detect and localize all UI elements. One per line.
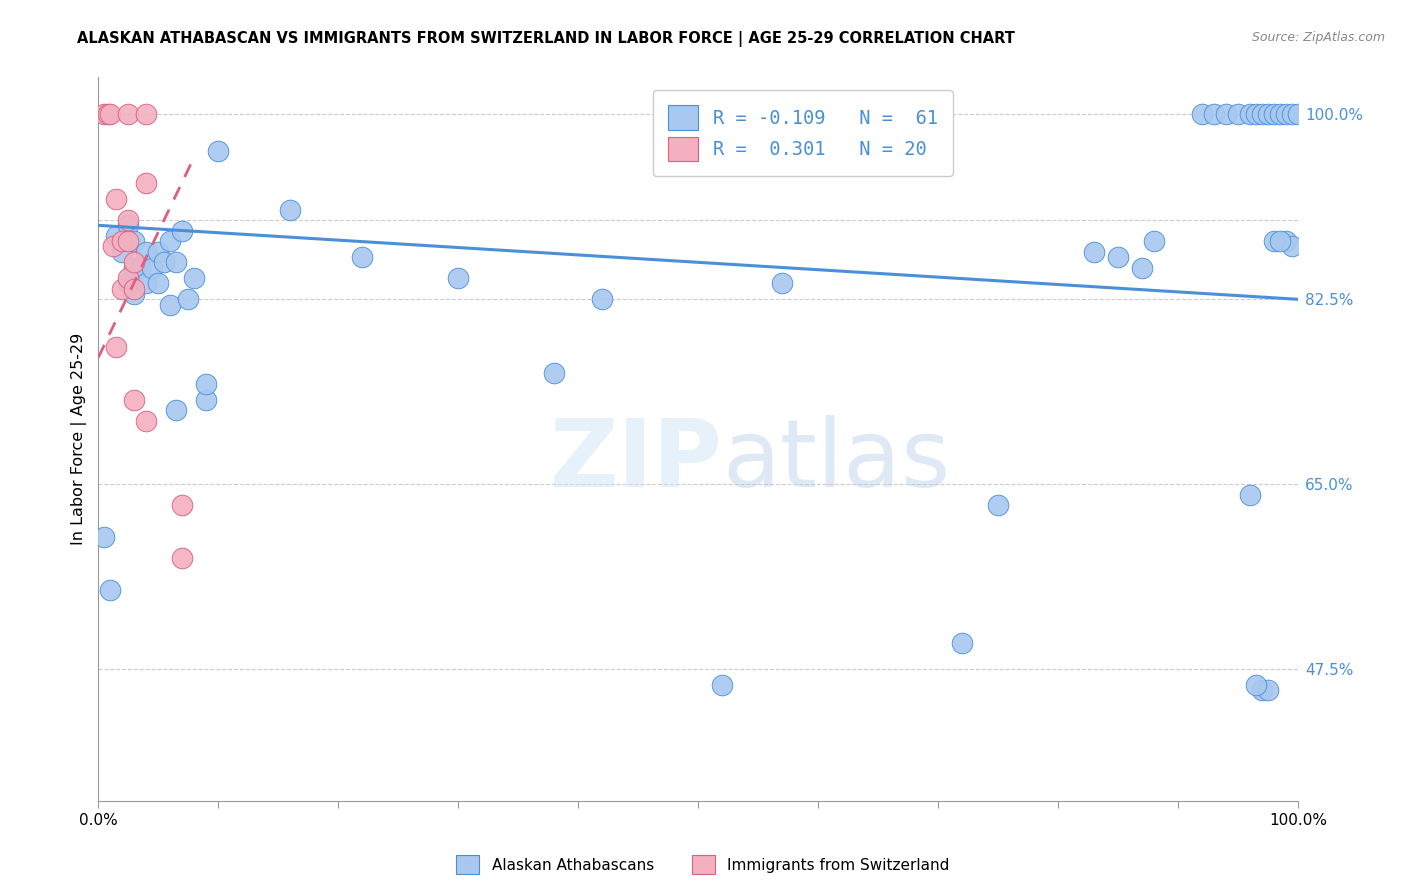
Point bbox=[93, 530, 115, 544]
Point bbox=[98, 582, 121, 597]
Point bbox=[1268, 107, 1291, 121]
Point bbox=[135, 414, 157, 428]
Point bbox=[1251, 107, 1274, 121]
Point bbox=[1244, 107, 1267, 121]
Point bbox=[165, 255, 187, 269]
Point bbox=[124, 282, 146, 296]
Point bbox=[148, 277, 170, 291]
Point bbox=[183, 271, 205, 285]
Point bbox=[93, 107, 115, 121]
Point bbox=[124, 234, 146, 248]
Point bbox=[278, 202, 301, 217]
Point bbox=[1263, 107, 1285, 121]
Text: ALASKAN ATHABASCAN VS IMMIGRANTS FROM SWITZERLAND IN LABOR FORCE | AGE 25-29 COR: ALASKAN ATHABASCAN VS IMMIGRANTS FROM SW… bbox=[77, 31, 1015, 47]
Point bbox=[1226, 107, 1249, 121]
Point bbox=[1130, 260, 1153, 275]
Point bbox=[105, 192, 128, 206]
Y-axis label: In Labor Force | Age 25-29: In Labor Force | Age 25-29 bbox=[72, 334, 87, 545]
Text: ZIP: ZIP bbox=[550, 415, 723, 507]
Point bbox=[124, 255, 146, 269]
Point bbox=[543, 366, 565, 380]
Point bbox=[195, 376, 218, 391]
Point bbox=[1083, 244, 1105, 259]
Point bbox=[711, 678, 734, 692]
Point bbox=[159, 297, 181, 311]
Legend: Alaskan Athabascans, Immigrants from Switzerland: Alaskan Athabascans, Immigrants from Swi… bbox=[450, 849, 956, 880]
Point bbox=[101, 239, 124, 253]
Text: Source: ZipAtlas.com: Source: ZipAtlas.com bbox=[1251, 31, 1385, 45]
Point bbox=[129, 260, 152, 275]
Point bbox=[148, 244, 170, 259]
Point bbox=[111, 244, 134, 259]
Point bbox=[1268, 234, 1291, 248]
Point bbox=[1239, 488, 1261, 502]
Point bbox=[1281, 239, 1303, 253]
Point bbox=[124, 392, 146, 407]
Point bbox=[1263, 234, 1285, 248]
Point bbox=[117, 234, 139, 248]
Point bbox=[172, 224, 194, 238]
Point bbox=[124, 287, 146, 301]
Point bbox=[1275, 234, 1298, 248]
Point bbox=[105, 228, 128, 243]
Point bbox=[135, 176, 157, 190]
Point bbox=[177, 293, 200, 307]
Point bbox=[1275, 107, 1298, 121]
Point bbox=[105, 340, 128, 354]
Point bbox=[172, 498, 194, 512]
Point bbox=[987, 498, 1010, 512]
Point bbox=[135, 244, 157, 259]
Point bbox=[950, 635, 973, 649]
Point bbox=[135, 107, 157, 121]
Point bbox=[207, 145, 229, 159]
Point bbox=[1257, 683, 1279, 698]
Point bbox=[352, 250, 374, 264]
Point bbox=[117, 107, 139, 121]
Point bbox=[447, 271, 470, 285]
Point bbox=[111, 234, 134, 248]
Point bbox=[117, 277, 139, 291]
Point bbox=[1281, 107, 1303, 121]
Point bbox=[117, 213, 139, 227]
Point bbox=[770, 277, 793, 291]
Point bbox=[1251, 683, 1274, 698]
Point bbox=[141, 260, 163, 275]
Point bbox=[117, 219, 139, 233]
Legend: R = -0.109   N =  61, R =  0.301   N = 20: R = -0.109 N = 61, R = 0.301 N = 20 bbox=[652, 90, 953, 176]
Point bbox=[1202, 107, 1225, 121]
Point bbox=[1107, 250, 1129, 264]
Point bbox=[1257, 107, 1279, 121]
Point bbox=[1191, 107, 1213, 121]
Point bbox=[135, 277, 157, 291]
Point bbox=[1286, 107, 1309, 121]
Point bbox=[165, 403, 187, 417]
Point bbox=[195, 392, 218, 407]
Point bbox=[117, 271, 139, 285]
Point bbox=[172, 551, 194, 566]
Point bbox=[153, 255, 176, 269]
Point bbox=[124, 260, 146, 275]
Point bbox=[1239, 107, 1261, 121]
Point bbox=[591, 293, 613, 307]
Text: atlas: atlas bbox=[723, 415, 950, 507]
Point bbox=[1215, 107, 1237, 121]
Point bbox=[97, 107, 120, 121]
Point bbox=[1143, 234, 1166, 248]
Point bbox=[1244, 678, 1267, 692]
Point bbox=[159, 234, 181, 248]
Point bbox=[111, 282, 134, 296]
Point bbox=[98, 107, 121, 121]
